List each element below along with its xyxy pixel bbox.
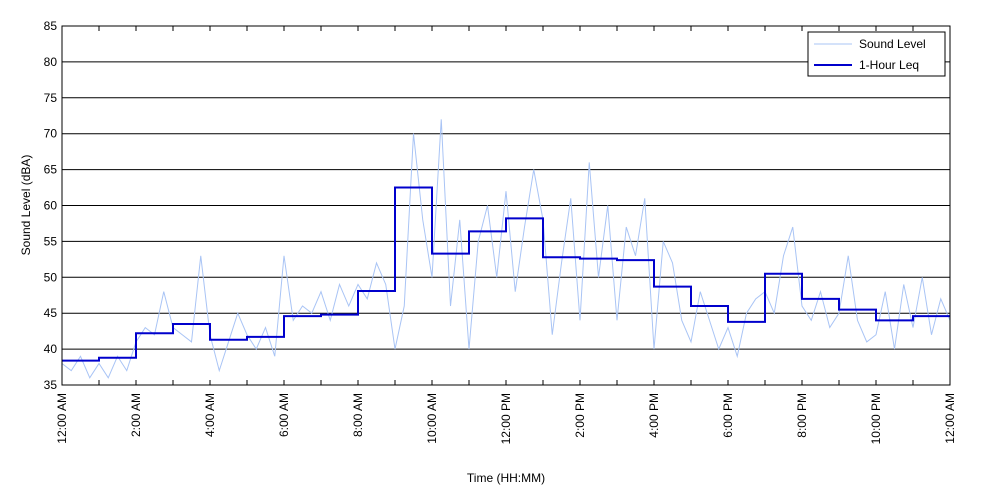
x-tick-label: 4:00 PM bbox=[647, 393, 661, 438]
x-tick-label: 6:00 PM bbox=[721, 393, 735, 438]
y-tick-label: 70 bbox=[44, 127, 58, 141]
x-tick-label: 4:00 AM bbox=[203, 393, 217, 437]
y-axis-title: Sound Level (dBA) bbox=[19, 155, 33, 256]
legend: Sound Level 1-Hour Leq bbox=[807, 31, 946, 77]
y-tick-label: 35 bbox=[44, 378, 58, 392]
y-tick-label: 45 bbox=[44, 306, 58, 320]
x-tick-label: 6:00 AM bbox=[277, 393, 291, 437]
x-tick-label: 8:00 PM bbox=[795, 393, 809, 438]
y-axis-ticks: 35 40 45 50 55 60 65 70 75 80 85 bbox=[44, 19, 58, 392]
y-tick-label: 65 bbox=[44, 163, 58, 177]
leq-step-line bbox=[62, 186, 950, 362]
y-tick-label: 85 bbox=[44, 19, 58, 33]
legend-leq-label: 1-Hour Leq bbox=[859, 58, 919, 72]
leq-series bbox=[62, 186, 950, 362]
legend-box bbox=[807, 31, 946, 77]
y-tick-label: 75 bbox=[44, 91, 58, 105]
x-tick-label: 10:00 AM bbox=[425, 393, 439, 444]
y-tick-label: 50 bbox=[44, 270, 58, 284]
x-tick-label: 8:00 AM bbox=[351, 393, 365, 437]
x-axis-title: Time (HH:MM) bbox=[467, 471, 545, 485]
legend-sound-level-label: Sound Level bbox=[859, 37, 926, 51]
y-tick-label: 60 bbox=[44, 199, 58, 213]
x-tick-label: 12:00 AM bbox=[55, 393, 69, 444]
y-tick-label: 40 bbox=[44, 342, 58, 356]
y-tick-label: 55 bbox=[44, 234, 58, 248]
x-tick-label: 2:00 AM bbox=[129, 393, 143, 437]
y-tick-label: 80 bbox=[44, 55, 58, 69]
x-tick-label: 12:00 AM bbox=[943, 393, 957, 444]
x-axis-ticks: 12:00 AM 2:00 AM 4:00 AM 6:00 AM 8:00 AM 10:0… bbox=[55, 26, 957, 444]
x-tick-label: 2:00 PM bbox=[573, 393, 587, 438]
grid-lines bbox=[62, 61, 950, 350]
x-tick-label: 12:00 PM bbox=[499, 393, 513, 444]
x-tick-label: 10:00 PM bbox=[869, 393, 883, 444]
